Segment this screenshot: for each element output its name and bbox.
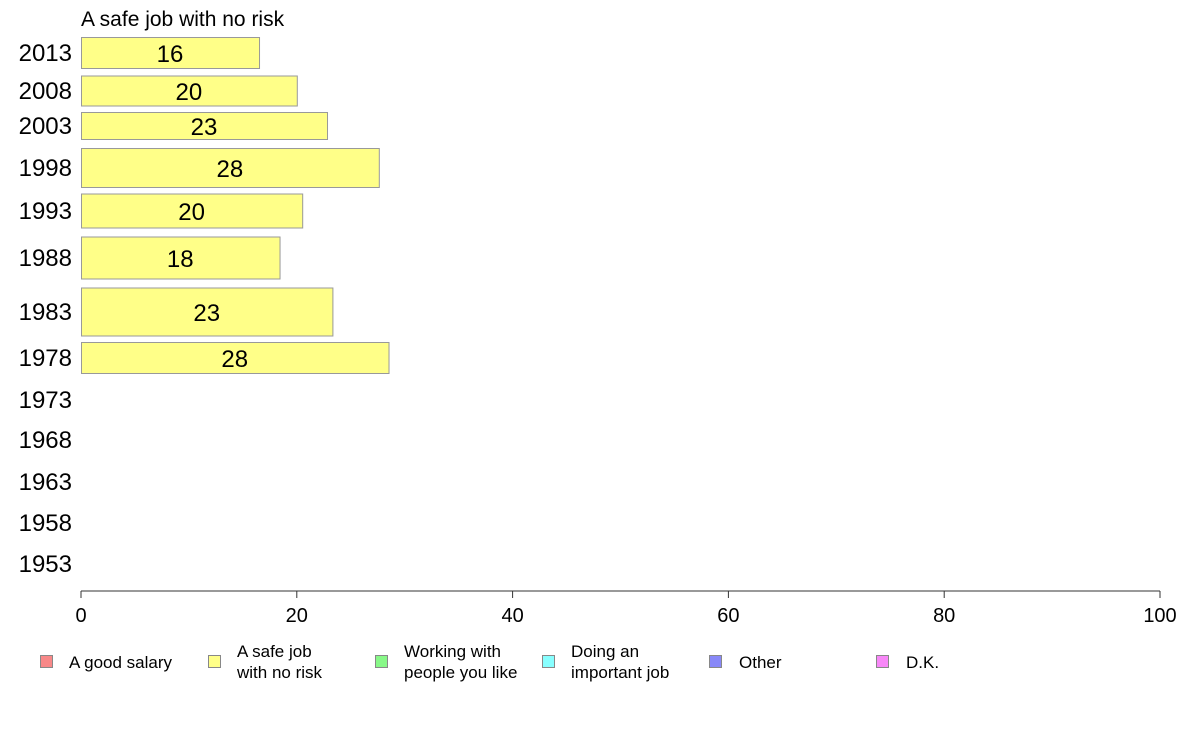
bar <box>81 75 298 107</box>
bar-value-label: 28 <box>217 156 244 183</box>
legend-label: D.K. <box>906 653 939 672</box>
bar-value-label: 18 <box>167 246 194 273</box>
y-tick-label: 1968 <box>19 427 72 454</box>
y-tick-label: 1988 <box>19 245 72 272</box>
bar <box>81 236 281 280</box>
chart-title: A safe job with no risk <box>81 8 285 31</box>
y-tick-label: 1963 <box>19 469 72 496</box>
y-tick-label: 2008 <box>19 78 72 105</box>
legend-swatch <box>542 655 555 668</box>
y-tick-label: 2003 <box>19 113 72 140</box>
legend-swatch <box>375 655 388 668</box>
x-tick-label: 20 <box>286 605 308 627</box>
bar <box>81 193 304 229</box>
legend-label: A safe job with no risk <box>236 642 323 682</box>
x-tick-label: 100 <box>1143 605 1176 627</box>
bar-value-label: 28 <box>221 346 248 373</box>
y-tick-label: 1958 <box>19 510 72 537</box>
y-tick-label: 2013 <box>19 40 72 67</box>
bar-value-label: 20 <box>176 79 203 106</box>
bar <box>81 287 334 337</box>
bar <box>81 112 329 140</box>
legend-swatch <box>208 655 221 668</box>
x-tick-label: 0 <box>75 605 86 627</box>
y-tick-label: 1953 <box>19 551 72 578</box>
y-tick-label: 1973 <box>19 387 72 414</box>
bar <box>81 342 390 374</box>
bar-value-label: 23 <box>191 114 218 141</box>
bar <box>81 148 380 188</box>
legend-label: Other <box>739 653 782 672</box>
x-axis: 0 20 40 60 80 100 <box>75 590 1177 627</box>
legend: A good salary A safe job with no risk Worki… <box>40 642 939 682</box>
y-tick-label: 1993 <box>19 198 72 225</box>
legend-swatch <box>876 655 889 668</box>
legend-swatch <box>40 655 53 668</box>
bar-value-label: 16 <box>157 41 184 68</box>
y-tick-label: 1983 <box>19 299 72 326</box>
y-tick-label: 1978 <box>19 345 72 372</box>
bar-value-label: 23 <box>193 300 220 327</box>
legend-label: Working with people you like <box>404 642 517 682</box>
legend-swatch <box>709 655 722 668</box>
x-tick-label: 60 <box>717 605 739 627</box>
y-tick-label: 1998 <box>19 155 72 182</box>
legend-label: A good salary <box>69 653 173 672</box>
bar-value-label: 20 <box>178 199 205 226</box>
legend-label: Doing an important job <box>571 642 669 682</box>
bar <box>81 37 261 69</box>
y-axis-labels: 2013 2008 2003 1998 1993 1988 1983 1978 1973 1968… <box>19 40 72 578</box>
x-tick-label: 40 <box>501 605 523 627</box>
x-tick-label: 80 <box>933 605 955 627</box>
